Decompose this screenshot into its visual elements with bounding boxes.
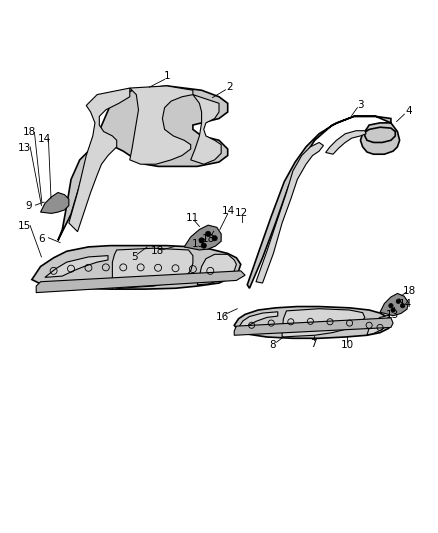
PathPatch shape (247, 116, 399, 288)
Circle shape (396, 299, 400, 303)
Text: 2: 2 (226, 82, 233, 92)
Circle shape (400, 303, 405, 308)
Text: 13: 13 (385, 310, 399, 320)
PathPatch shape (191, 94, 221, 164)
PathPatch shape (197, 254, 237, 285)
Text: 15: 15 (18, 221, 31, 231)
PathPatch shape (130, 86, 193, 164)
PathPatch shape (113, 248, 193, 289)
Text: 6: 6 (38, 234, 45, 244)
Text: 11: 11 (185, 213, 199, 223)
Text: 7: 7 (311, 338, 317, 349)
Text: 18: 18 (403, 286, 416, 296)
PathPatch shape (184, 225, 221, 250)
Text: 3: 3 (357, 100, 364, 110)
Circle shape (212, 236, 217, 241)
PathPatch shape (58, 86, 228, 240)
PathPatch shape (234, 318, 393, 335)
Circle shape (201, 243, 206, 248)
Text: 16: 16 (216, 312, 229, 322)
Text: 18: 18 (202, 234, 215, 244)
Circle shape (199, 238, 204, 243)
PathPatch shape (32, 246, 241, 289)
PathPatch shape (45, 256, 108, 277)
PathPatch shape (234, 306, 391, 338)
PathPatch shape (367, 315, 390, 335)
PathPatch shape (69, 88, 130, 232)
PathPatch shape (325, 131, 366, 154)
Text: 4: 4 (405, 106, 412, 116)
Text: 9: 9 (25, 201, 32, 212)
PathPatch shape (256, 142, 323, 283)
PathPatch shape (41, 192, 69, 213)
PathPatch shape (282, 309, 365, 337)
PathPatch shape (380, 294, 408, 316)
Text: 14: 14 (222, 206, 235, 216)
PathPatch shape (36, 271, 245, 293)
Text: 14: 14 (37, 134, 51, 144)
Text: 18: 18 (151, 246, 164, 256)
Circle shape (205, 231, 211, 237)
Text: 18: 18 (23, 127, 36, 138)
Text: 1: 1 (163, 71, 170, 82)
PathPatch shape (239, 312, 278, 327)
Circle shape (389, 303, 393, 308)
Text: 8: 8 (269, 340, 276, 350)
Text: 10: 10 (341, 340, 354, 350)
Text: 13: 13 (191, 239, 205, 249)
Text: 13: 13 (18, 143, 31, 153)
Circle shape (391, 308, 395, 312)
Text: 14: 14 (399, 300, 412, 309)
Text: 12: 12 (235, 208, 248, 219)
Text: 5: 5 (131, 252, 138, 262)
